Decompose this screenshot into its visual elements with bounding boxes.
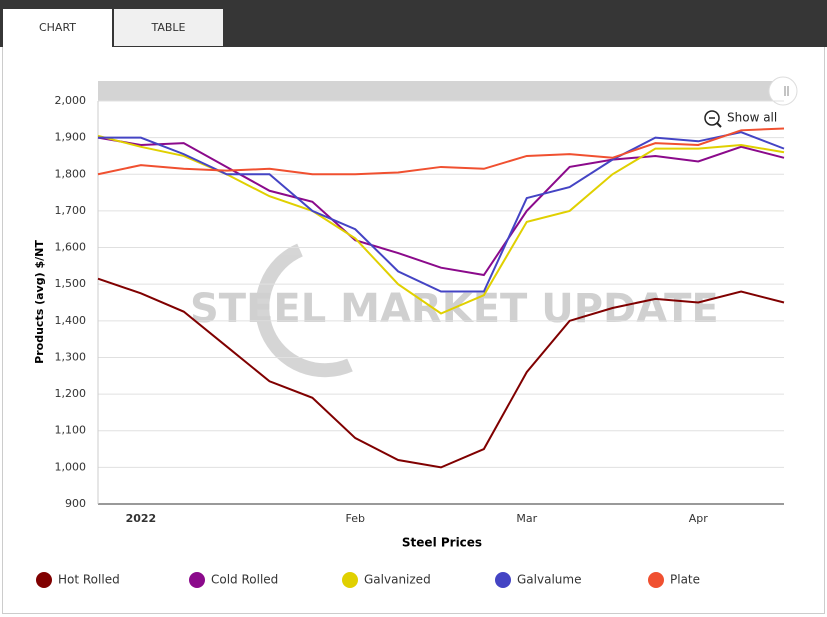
scrollbar[interactable] bbox=[98, 81, 786, 101]
x-tick-label: 2022 bbox=[126, 512, 157, 525]
y-tick-label: 1,700 bbox=[55, 204, 87, 217]
y-tick-label: 1,200 bbox=[55, 387, 87, 400]
legend-marker bbox=[648, 572, 664, 588]
y-tick-label: 1,100 bbox=[55, 424, 87, 437]
legend-label: Hot Rolled bbox=[58, 573, 120, 587]
y-tick-label: 1,600 bbox=[55, 241, 87, 254]
watermark: STEEL MARKET UPDATE bbox=[190, 243, 719, 378]
y-tick-label: 1,300 bbox=[55, 350, 87, 363]
scroll-handle[interactable] bbox=[768, 76, 798, 106]
show-all[interactable]: Show all bbox=[727, 111, 777, 125]
series-line bbox=[97, 277, 785, 469]
legend-marker bbox=[36, 572, 52, 588]
series-line bbox=[98, 131, 785, 293]
y-tick-label: 900 bbox=[65, 497, 86, 510]
x-axis-title: Steel Prices bbox=[402, 536, 482, 550]
panel bbox=[2, 47, 825, 614]
zoom-icon[interactable] bbox=[704, 110, 720, 126]
series-line bbox=[97, 127, 785, 176]
legend-marker bbox=[342, 572, 358, 588]
tab[interactable]: CHART bbox=[3, 9, 112, 47]
y-axis-title: Products (avg) $/NT bbox=[33, 240, 46, 364]
legend-marker bbox=[189, 572, 205, 588]
watermark-text: STEEL MARKET UPDATE bbox=[190, 286, 719, 332]
y-tick-label: 1,900 bbox=[55, 131, 87, 144]
tab[interactable]: TABLE bbox=[114, 9, 223, 46]
y-tick-label: 1,500 bbox=[55, 277, 87, 290]
y-tick-label: 1,400 bbox=[55, 314, 87, 327]
x-tick-label: Feb bbox=[346, 512, 365, 525]
legend-label: Galvalume bbox=[517, 573, 581, 587]
x-tick-label: Mar bbox=[516, 512, 537, 525]
legend-label: Galvanized bbox=[364, 573, 431, 587]
x-tick-label: Apr bbox=[689, 512, 709, 525]
series-line bbox=[97, 136, 785, 277]
legend-label: Cold Rolled bbox=[211, 573, 278, 587]
legend-marker bbox=[495, 572, 511, 588]
y-tick-label: 1,800 bbox=[55, 167, 87, 180]
y-tick-label: 1,000 bbox=[55, 460, 87, 473]
y-tick-label: 2,000 bbox=[55, 94, 87, 107]
legend-label: Plate bbox=[670, 573, 700, 587]
